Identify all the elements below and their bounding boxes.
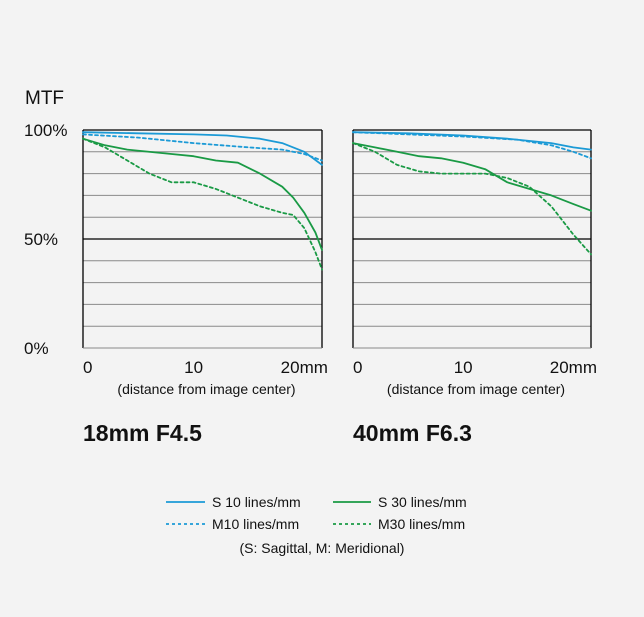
legend-item-s10: S 10 lines/mm bbox=[166, 494, 301, 510]
panel-18mm-f4-5: 0 10 20mm (distance from image center) 18mm … bbox=[82, 129, 328, 446]
y-tick-label: 50% bbox=[24, 230, 58, 249]
series-s-10-lines-mm bbox=[352, 131, 592, 151]
series-s-30-lines-mm bbox=[82, 137, 323, 251]
y-tick-label: 100% bbox=[24, 121, 67, 140]
series-m10-lines-mm bbox=[82, 133, 323, 162]
x-tick-label: 0 bbox=[83, 358, 92, 377]
x-axis-label: (distance from image center) bbox=[387, 381, 565, 397]
x-tick-label: 20mm bbox=[281, 358, 328, 377]
series-s-30-lines-mm bbox=[352, 142, 592, 212]
series-s-10-lines-mm bbox=[82, 131, 323, 166]
legend-item-s30: S 30 lines/mm bbox=[333, 494, 467, 510]
x-tick-label: 10 bbox=[184, 358, 203, 377]
legend-note: (S: Sagittal, M: Meridional) bbox=[240, 540, 405, 556]
legend-label: S 10 lines/mm bbox=[212, 494, 301, 510]
legend-item-m30: M30 lines/mm bbox=[333, 516, 465, 532]
series-m10-lines-mm bbox=[352, 131, 592, 160]
series-m30-lines-mm bbox=[352, 142, 592, 256]
x-tick-label: 10 bbox=[454, 358, 473, 377]
panel-40mm-f6-3: 0 10 20mm (distance from image center) 40mm … bbox=[352, 129, 597, 446]
lens-title: 18mm F4.5 bbox=[83, 420, 202, 446]
x-tick-label: 0 bbox=[353, 358, 362, 377]
mtf-axis-title: MTF bbox=[25, 88, 64, 109]
x-axis-label: (distance from image center) bbox=[117, 381, 295, 397]
x-tick-label: 20mm bbox=[550, 358, 597, 377]
legend-item-m10: M10 lines/mm bbox=[166, 516, 299, 532]
series-m30-lines-mm bbox=[82, 137, 323, 271]
y-tick-label: 0% bbox=[24, 339, 49, 358]
legend-label: M10 lines/mm bbox=[212, 516, 299, 532]
legend-label: M30 lines/mm bbox=[378, 516, 465, 532]
lens-title: 40mm F6.3 bbox=[353, 420, 472, 446]
legend-label: S 30 lines/mm bbox=[378, 494, 467, 510]
